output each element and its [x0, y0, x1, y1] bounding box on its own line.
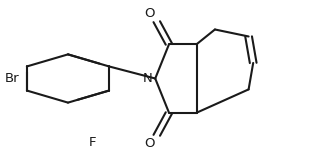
Text: N: N [143, 72, 153, 85]
Text: O: O [144, 137, 154, 150]
Text: Br: Br [4, 72, 19, 85]
Text: O: O [144, 7, 154, 20]
Text: F: F [89, 136, 96, 149]
